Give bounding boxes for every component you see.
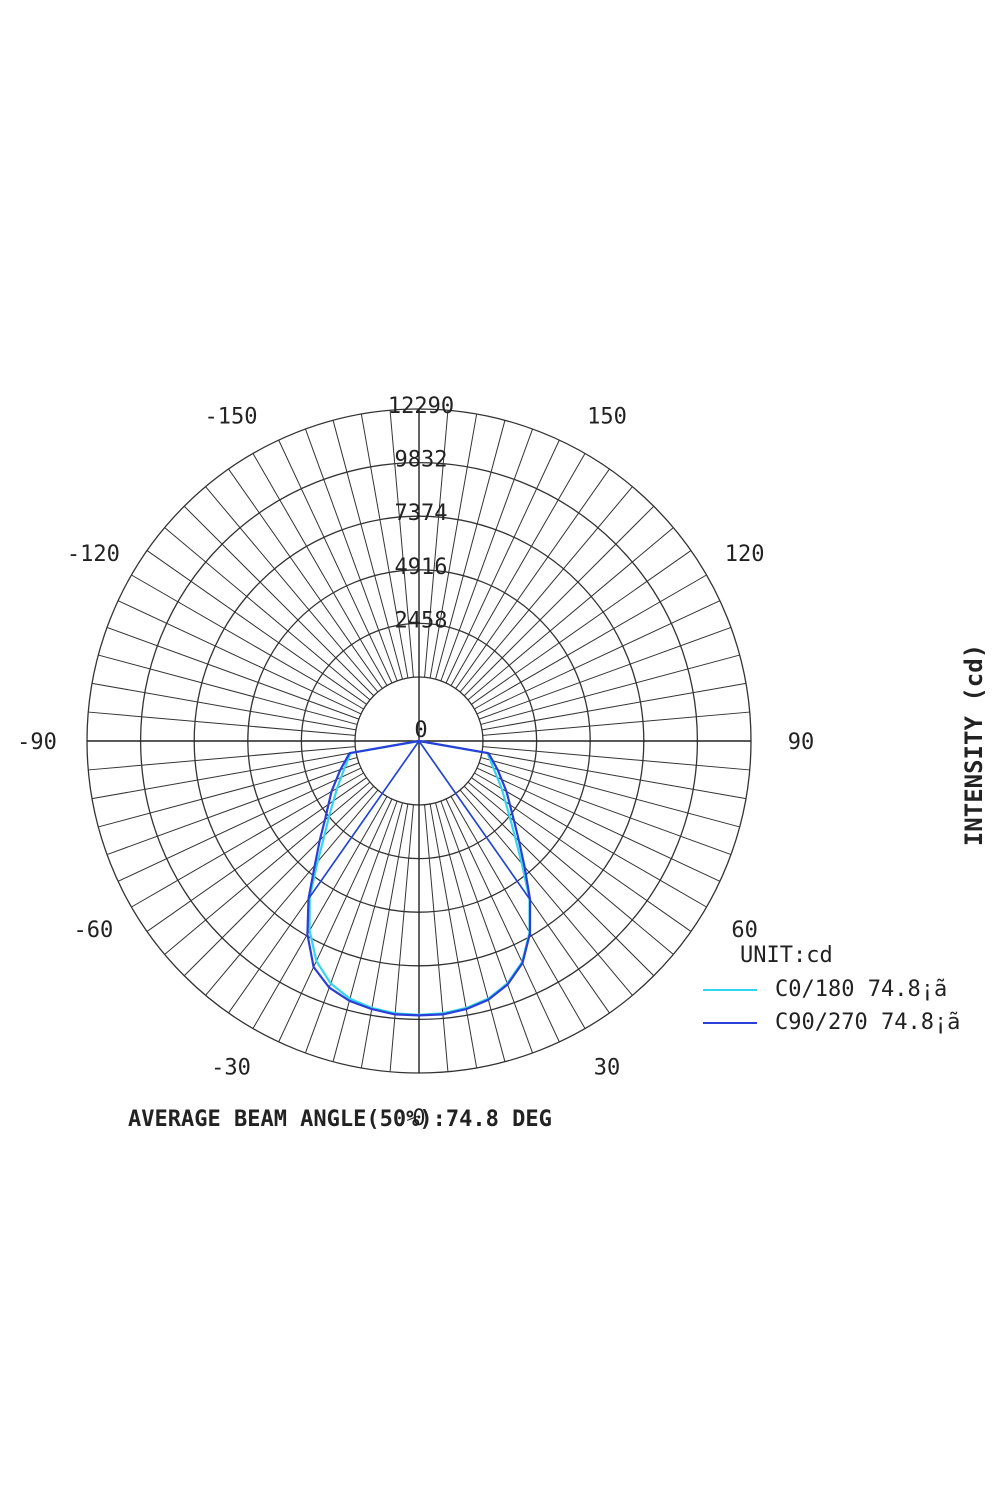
angle-label-120: 120: [725, 542, 765, 567]
grid-spoke: [360, 413, 409, 679]
beam-edge-line-1-0: [307, 740, 420, 900]
grid-spoke: [91, 682, 357, 731]
series-line-1: [306, 739, 532, 1017]
grid-spoke: [476, 600, 721, 715]
series-layer: [306, 739, 532, 1017]
grid-spoke: [482, 746, 750, 771]
beam-angle-footer: AVERAGE BEAM ANGLE(50%):74.8 DEG: [128, 1107, 552, 1132]
grid-spoke: [467, 527, 674, 701]
grid-spoke: [463, 785, 655, 977]
radial-tick-labels: 0 2458 4916 7374 9832 12290: [388, 394, 454, 743]
grid-spoke: [205, 486, 379, 693]
grid-spoke: [480, 757, 740, 828]
angle-label-60: 60: [731, 918, 758, 943]
grid-spoke: [278, 798, 393, 1043]
grid-spoke: [478, 626, 732, 720]
grid-spoke: [183, 505, 375, 697]
grid-spoke: [117, 600, 362, 715]
polar-grid: [86, 408, 752, 1074]
grid-spoke: [440, 428, 534, 682]
grid-spoke: [252, 796, 388, 1029]
grid-spoke: [450, 796, 586, 1029]
grid-spoke: [332, 420, 403, 680]
angle-label-neg90: -90: [17, 730, 57, 755]
grid-spoke: [131, 772, 364, 908]
grid-spoke: [455, 468, 610, 689]
grid-spoke: [471, 550, 692, 705]
legend-label-c90: C90/270 74.8¡ã: [775, 1010, 960, 1035]
grid-spoke: [304, 800, 398, 1054]
grid-spoke: [360, 803, 409, 1069]
grid-spoke: [445, 439, 560, 684]
grid-spoke: [106, 626, 360, 720]
grid-spoke: [117, 767, 362, 882]
grid-spoke: [429, 803, 478, 1069]
grid-spoke: [389, 804, 414, 1072]
grid-spoke: [332, 802, 403, 1062]
grid-spoke: [471, 777, 692, 932]
angle-label-neg120: -120: [67, 542, 120, 567]
angle-label-neg60: -60: [73, 918, 113, 943]
y-axis-label: INTENSITY (cd): [960, 644, 988, 846]
grid-spoke: [474, 772, 707, 908]
angle-tick-labels: 0 30 60 90 120 150 -30 -60 -90 -120 -150: [17, 404, 814, 1131]
grid-spoke: [482, 711, 750, 736]
grid-spoke: [424, 804, 449, 1072]
grid-spoke: [459, 486, 633, 693]
grid-spoke: [435, 802, 506, 1062]
grid-spoke: [480, 654, 740, 725]
grid-spoke: [435, 420, 506, 680]
grid-spoke: [450, 453, 586, 686]
legend-label-c0: C0/180 74.8¡ã: [775, 977, 947, 1002]
grid-spoke: [304, 428, 398, 682]
grid-spoke: [146, 550, 367, 705]
grid-spoke: [389, 410, 414, 678]
grid-spoke: [228, 468, 383, 689]
grid-spoke: [164, 781, 371, 955]
grid-spoke: [88, 746, 356, 771]
radial-tick-label-5: 12290: [388, 394, 454, 419]
angle-label-90: 90: [788, 730, 815, 755]
radial-tick-label-0: 0: [414, 718, 427, 743]
angle-label-neg150: -150: [205, 404, 258, 429]
radial-tick-label-1: 2458: [395, 608, 448, 633]
grid-spoke: [183, 785, 375, 977]
radial-tick-label-4: 9832: [395, 448, 448, 473]
legend: C0/180 74.8¡ã C90/270 74.8¡ã: [703, 977, 960, 1035]
grid-spoke: [91, 751, 357, 800]
grid-spoke: [481, 751, 747, 800]
grid-spoke: [476, 767, 721, 882]
grid-spoke: [445, 798, 560, 1043]
angle-label-150: 150: [587, 404, 627, 429]
grid-spoke: [88, 711, 356, 736]
angle-label-30: 30: [594, 1056, 621, 1081]
angle-label-neg30: -30: [211, 1056, 251, 1081]
grid-spoke: [106, 762, 360, 856]
grid-spoke: [278, 439, 393, 684]
radial-tick-label-2: 4916: [395, 555, 448, 580]
grid-spoke: [205, 789, 379, 996]
grid-spoke: [440, 800, 534, 1054]
unit-label: UNIT:cd: [740, 943, 833, 968]
grid-spoke: [424, 410, 449, 678]
grid-spoke: [98, 757, 358, 828]
grid-spoke: [467, 781, 674, 955]
grid-spoke: [429, 413, 478, 679]
grid-spoke: [474, 574, 707, 710]
angle-label-0: 0: [412, 1106, 425, 1131]
grid-spoke: [164, 527, 371, 701]
grid-spoke: [463, 505, 655, 697]
grid-spoke: [481, 682, 747, 731]
grid-spoke: [146, 777, 367, 932]
grid-spoke: [459, 789, 633, 996]
grid-spoke: [252, 453, 388, 686]
grid-spoke: [98, 654, 358, 725]
radial-tick-label-3: 7374: [395, 501, 448, 526]
grid-spoke: [478, 762, 732, 856]
grid-spoke: [131, 574, 364, 710]
beam-edge-line-1-1: [418, 740, 531, 901]
